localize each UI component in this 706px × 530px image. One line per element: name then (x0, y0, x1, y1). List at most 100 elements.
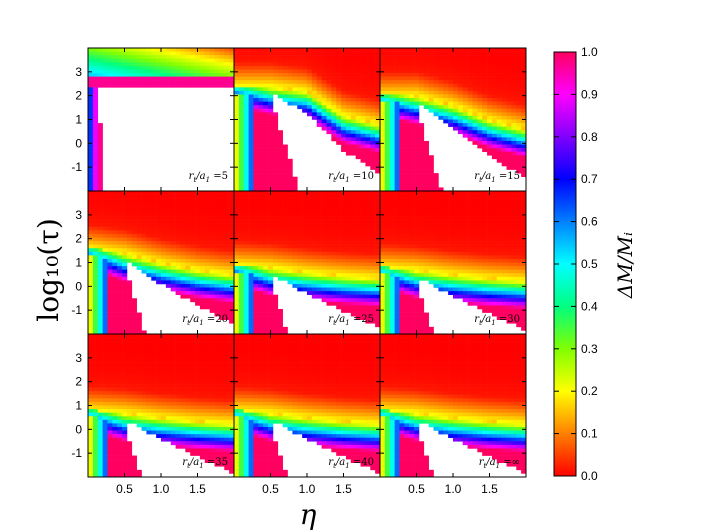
heatmap-cell (462, 65, 468, 70)
heatmap-cell (370, 301, 376, 306)
heatmap-cell (365, 133, 371, 138)
heatmap-cell (248, 98, 254, 102)
heatmap-cell (380, 191, 386, 195)
heatmap-cell (336, 298, 342, 303)
heatmap-cell (462, 241, 468, 245)
heatmap-cell (355, 291, 361, 295)
heatmap-cell (316, 280, 322, 285)
heatmap-cell (341, 233, 347, 238)
heatmap-cell (209, 58, 215, 63)
heatmap-cell (516, 162, 522, 167)
heatmap-cell (209, 62, 215, 67)
heatmap-cell (462, 194, 468, 199)
heatmap-cell (263, 308, 269, 313)
heatmap-cell (399, 230, 405, 235)
heatmap-cell (467, 101, 473, 106)
heatmap-cell (418, 298, 425, 303)
heatmap-cell (453, 244, 459, 249)
heatmap-cell (282, 151, 288, 156)
heatmap-cell (209, 80, 215, 85)
heatmap-cell (102, 48, 108, 52)
heatmap-cell (350, 241, 356, 245)
heatmap-cell (487, 144, 493, 149)
heatmap-panel-4: rt/a1 =20 (87, 190, 235, 335)
heatmap-cell (467, 55, 473, 60)
heatmap-cell (467, 112, 473, 117)
heatmap-cell (214, 226, 220, 231)
heatmap-cell (209, 266, 215, 270)
heatmap-cell (112, 80, 118, 85)
heatmap-cell (229, 298, 235, 303)
heatmap-cell (234, 201, 240, 206)
heatmap-cell (258, 173, 264, 178)
heatmap-cell (341, 294, 347, 299)
heatmap-cell (482, 48, 488, 52)
heatmap-cell (365, 230, 371, 235)
heatmap-cell (287, 280, 293, 285)
heatmap-cell (496, 123, 502, 127)
heatmap-cell (521, 80, 527, 85)
heatmap-cell (316, 216, 322, 220)
heatmap-cell (126, 223, 133, 228)
heatmap-cell (370, 294, 376, 299)
heatmap-cell (136, 76, 142, 81)
heatmap-cell (97, 155, 103, 160)
heatmap-cell (117, 223, 123, 228)
heatmap-cell (404, 244, 410, 249)
heatmap-cell (326, 205, 332, 210)
heatmap-cell (297, 230, 303, 235)
heatmap-cell (370, 55, 376, 60)
heatmap-cell (229, 251, 235, 256)
heatmap-cell (88, 330, 94, 335)
heatmap-cell (92, 212, 99, 217)
heatmap-cell (506, 65, 512, 70)
heatmap-cell (268, 241, 274, 245)
heatmap-cell (399, 123, 405, 127)
heatmap-cell (117, 241, 123, 245)
heatmap-cell (219, 305, 225, 310)
heatmap-cell (156, 248, 162, 253)
heatmap-cell (404, 90, 410, 95)
heatmap-cell (238, 123, 245, 127)
heatmap-cell (219, 241, 225, 245)
heatmap-cell (307, 251, 313, 256)
heatmap-cell (365, 251, 371, 256)
heatmap-cell (370, 298, 376, 303)
heatmap-cell (287, 212, 293, 217)
heatmap-cell (272, 58, 279, 63)
heatmap-cell (506, 162, 512, 167)
heatmap-cell (175, 241, 181, 245)
heatmap-cell (453, 255, 459, 260)
heatmap-cell (428, 273, 434, 278)
heatmap-cell (336, 76, 342, 81)
heatmap-cell (341, 248, 347, 253)
heatmap-cell (214, 58, 220, 63)
heatmap-cell (496, 76, 502, 81)
heatmap-cell (345, 287, 352, 292)
heatmap-cell (151, 83, 157, 88)
heatmap-cell (282, 223, 288, 228)
heatmap-cell (243, 112, 249, 117)
heatmap-cell (302, 194, 308, 199)
heatmap-cell (238, 283, 245, 288)
heatmap-cell (472, 262, 478, 267)
heatmap-cell (234, 280, 240, 285)
heatmap-cell (487, 148, 493, 152)
heatmap-cell (501, 62, 507, 67)
heatmap-cell (170, 55, 176, 60)
heatmap-cell (263, 148, 269, 152)
heatmap-cell (248, 198, 254, 203)
heatmap-cell (248, 80, 254, 85)
heatmap-cell (516, 76, 522, 81)
heatmap-cell (97, 169, 103, 174)
heatmap-cell (263, 233, 269, 238)
heatmap-cell (214, 233, 220, 238)
heatmap-cell (112, 216, 118, 220)
heatmap-cell (414, 205, 420, 210)
heatmap-cell (487, 112, 493, 117)
heatmap-cell (516, 144, 522, 149)
heatmap-cell (156, 80, 162, 85)
heatmap-cell (345, 194, 352, 199)
heatmap-cell (277, 326, 283, 331)
heatmap-cell (370, 283, 376, 288)
